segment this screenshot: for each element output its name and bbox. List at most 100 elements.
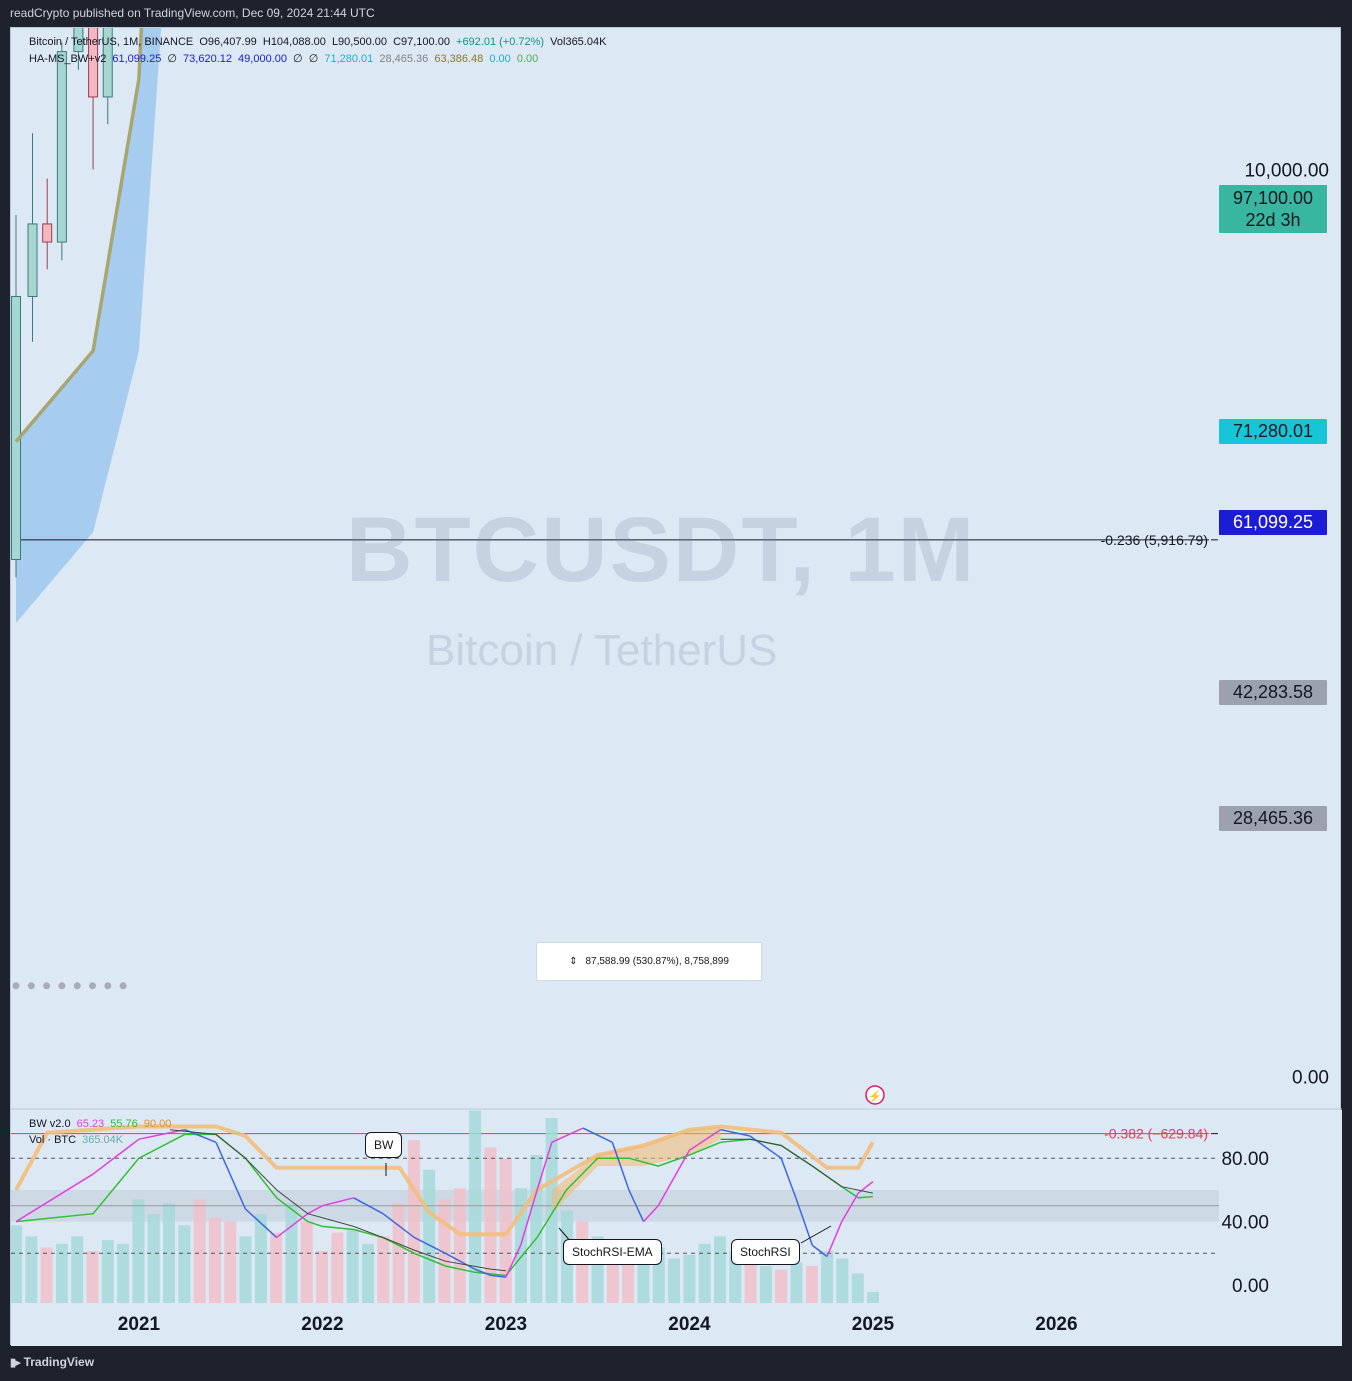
volume-bar: [683, 1254, 696, 1303]
volume-bar: [499, 1158, 512, 1303]
stochrsi-segment: [244, 1208, 278, 1239]
stochrsi-segment: [353, 1197, 384, 1215]
volume-bar: [423, 1169, 436, 1303]
legend-bw-v1: 65.23: [76, 1118, 105, 1130]
x-tick-2022: 2022: [301, 1314, 343, 1335]
volume-bar: [805, 1266, 818, 1303]
candle-body: [27, 223, 38, 297]
osc-tick-0: 0.00: [1232, 1276, 1269, 1297]
legend-vol: Vol365.04K: [550, 36, 607, 48]
chart-panel[interactable]: 2 (106,178.85)1.902 (101,784.54)1.618 (8…: [10, 27, 1342, 1346]
stochrsi-segment: [643, 1205, 659, 1223]
legend-ind-sep2: ∅: [293, 53, 303, 65]
stochrsi-segment: [611, 1142, 630, 1191]
x-tick-2023: 2023: [485, 1314, 527, 1335]
legend-high: H104,088.00: [262, 36, 326, 48]
lightning-glyph: ⚡: [868, 1090, 882, 1103]
legend-open: O96,407.99: [199, 36, 257, 48]
measure-icon: ⇕: [569, 956, 578, 967]
signal-dot: [89, 982, 97, 990]
osc-slow-line-2: [720, 1138, 874, 1194]
measure-box[interactable]: ⇕ 87,588.99 (530.87%), 8,758,899: [536, 942, 762, 981]
legend-volume: Vol · BTC 365.04K: [29, 1134, 126, 1146]
legend-vol-v1: 365.04K: [82, 1134, 124, 1146]
bw-line: [14, 1124, 875, 1237]
legend-bw-v3: 90.00: [143, 1118, 172, 1130]
legend-change: +692.01 (+0.72%): [456, 36, 545, 48]
lightning-icon: [865, 1085, 885, 1105]
volume-bar: [224, 1221, 237, 1303]
legend-bw-name: BW v2.0: [29, 1118, 71, 1130]
volume-bar: [851, 1273, 864, 1303]
x-tick-2024: 2024: [668, 1314, 711, 1335]
volume-bar: [790, 1262, 803, 1303]
signal-dot: [104, 982, 112, 990]
y-tick-0: 0.00: [1292, 1068, 1329, 1089]
volume-bar: [775, 1269, 788, 1303]
stochrsi-segment: [519, 1189, 538, 1246]
signal-dot: [27, 982, 35, 990]
legend-ind-v6: 63,386.48: [434, 53, 484, 65]
legend-ind-v5: 28,465.36: [379, 53, 429, 65]
current-price-label: 97,100.00 22d 3h: [1219, 185, 1327, 233]
stochrsi-segment: [445, 1252, 476, 1270]
volume-bar: [254, 1214, 267, 1303]
volume-bar: [361, 1243, 374, 1303]
candle-body: [56, 51, 67, 243]
volume-bar: [545, 1118, 558, 1303]
y-tick-10000: 10,000.00: [1244, 161, 1329, 182]
volume-bar: [668, 1258, 681, 1303]
bw-fill-1: [551, 1145, 644, 1214]
volume-bar: [55, 1243, 68, 1303]
osc-tick-40: 40.00: [1221, 1213, 1269, 1234]
stochrsi-segment: [505, 1245, 522, 1278]
stochrsi-segment: [657, 1149, 691, 1207]
volume-bar: [86, 1251, 99, 1303]
legend-ind-v3: 49,000.00: [238, 53, 287, 65]
level-71280-label: 71,280.01: [1219, 419, 1327, 444]
volume-bar: [132, 1199, 145, 1303]
stochrsi-segment: [582, 1127, 613, 1144]
legend-ind-sep3: ∅: [308, 53, 319, 65]
legend-ind-v1: 61,099.25: [112, 53, 162, 65]
volume-bar: [453, 1188, 466, 1303]
volume-bar: [331, 1232, 344, 1303]
volume-bar: [163, 1203, 176, 1303]
volume-bar: [40, 1247, 53, 1303]
legend-main: Bitcoin / TetherUS, 1M, BINANCE O96,407.…: [29, 36, 609, 48]
volume-bar: [867, 1291, 880, 1303]
stochrsi-segment: [795, 1197, 814, 1246]
legend-ind-sep1: ∅: [167, 53, 177, 65]
bw-fill-2: [643, 1126, 721, 1167]
legend-vol-name: Vol · BTC: [29, 1134, 77, 1146]
volume-bar: [377, 1236, 390, 1303]
footer-brand[interactable]: ▮▸ TradingView: [10, 1355, 94, 1369]
volume-bar: [836, 1258, 849, 1303]
footer-brand-text: TradingView: [23, 1355, 95, 1369]
signal-dot: [58, 982, 66, 990]
stochrsi-segment: [780, 1157, 797, 1199]
stochrsi-segment: [215, 1142, 247, 1210]
legend-ind-v7: 0.00: [489, 53, 511, 65]
volume-bar: [270, 1232, 283, 1303]
stochrsi-segment: [551, 1127, 584, 1144]
stochrsi-segment: [382, 1213, 415, 1239]
volume-bar: [484, 1147, 497, 1303]
stochrsi-segment: [720, 1128, 751, 1137]
stochrsi-segment: [138, 1128, 185, 1140]
publish-line: readCrypto published on TradingView.com,…: [10, 6, 375, 20]
chart-svg[interactable]: 2 (106,178.85)1.902 (101,784.54)1.618 (8…: [11, 28, 1342, 1346]
x-tick-2025: 2025: [852, 1314, 895, 1335]
volume-bar: [193, 1199, 206, 1303]
candle-body: [73, 28, 84, 53]
volume-bar: [713, 1236, 726, 1303]
stochrsi-segment: [276, 1213, 309, 1239]
bw-callout: BW: [365, 1132, 403, 1158]
tradingview-logo-icon: ▮▸: [10, 1356, 21, 1369]
legend-low: L90,500.00: [331, 36, 387, 48]
legend-symbol: Bitcoin / TetherUS, 1M, BINANCE: [29, 36, 194, 48]
stochrsi-pointer: [800, 1225, 832, 1244]
stochrsi-segment: [689, 1129, 722, 1151]
volume-bar: [117, 1243, 130, 1303]
stochrsi-segment: [322, 1197, 354, 1207]
